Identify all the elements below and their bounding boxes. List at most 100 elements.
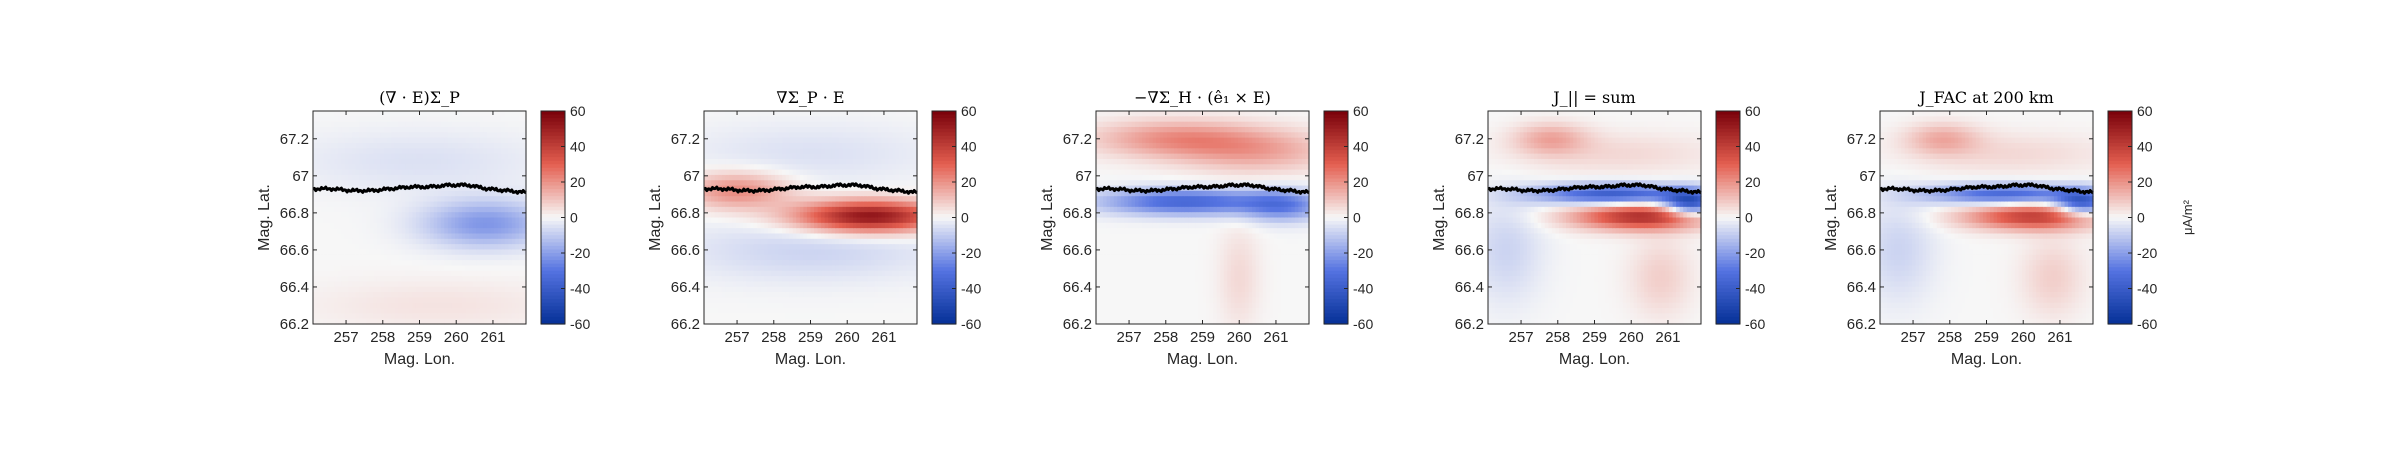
heatmap-cell [792, 196, 797, 203]
heatmap-cell [344, 111, 350, 117]
heatmap-cell [867, 318, 872, 325]
heatmap-cell [387, 297, 392, 304]
heatmap-cell [874, 116, 879, 123]
heatmap-cell [860, 244, 865, 251]
heatmap-cell [458, 121, 463, 128]
heatmap-cell [398, 228, 403, 235]
heatmap-cell [846, 212, 851, 219]
heatmap-cell [497, 238, 502, 245]
heatmap-cell [846, 228, 851, 235]
heatmap-cell [849, 132, 854, 139]
heatmap-cell [362, 206, 367, 213]
heatmap-cell [789, 292, 794, 298]
heatmap-cell [771, 212, 776, 219]
heatmap-cell [472, 238, 477, 245]
colorbar-segment [932, 139, 956, 144]
heatmap-cell [369, 292, 374, 298]
heatmap-cell [838, 111, 844, 117]
heatmap-cell [732, 238, 737, 245]
heatmap-cell [437, 121, 442, 128]
heatmap-cell [810, 158, 815, 165]
heatmap-cell [483, 233, 488, 240]
heatmap-cell [479, 270, 484, 277]
heatmap-cell [828, 281, 833, 288]
heatmap-cell [458, 238, 463, 245]
heatmap-cell [767, 238, 773, 245]
heatmap-cell [384, 217, 389, 224]
heatmap-cell [451, 158, 456, 165]
heatmap-cell [892, 158, 897, 165]
heatmap-cell [828, 116, 833, 123]
heatmap-cell [828, 169, 833, 176]
heatmap-cell [888, 169, 893, 176]
heatmap-cell [320, 137, 325, 144]
heatmap-cell [782, 212, 787, 219]
heatmap-cell [771, 148, 776, 155]
heatmap-cell [483, 244, 488, 251]
heatmap-cell [373, 169, 378, 176]
heatmap-cell [398, 190, 403, 197]
heatmap-cell [479, 121, 484, 128]
heatmap-cell [348, 190, 353, 197]
heatmap-cell [313, 169, 318, 176]
heatmap-cell [387, 153, 392, 160]
heatmap-cell [341, 302, 346, 309]
heatmap-cell [387, 164, 392, 171]
heatmap-cell [376, 292, 382, 298]
heatmap-cell [789, 265, 794, 272]
heatmap-cell [821, 185, 826, 192]
heatmap-cell [472, 201, 477, 208]
heatmap-cell [856, 244, 861, 251]
heatmap-cell [728, 297, 733, 304]
heatmap-cell [398, 153, 403, 160]
heatmap-cell [508, 212, 513, 219]
heatmap-cell [732, 180, 737, 187]
heatmap-cell [782, 313, 787, 320]
heatmap-cell [764, 244, 769, 251]
heatmap-cell [725, 318, 730, 325]
heatmap-cell [863, 244, 868, 251]
heatmap-cell [892, 180, 897, 187]
heatmap-cell [803, 318, 808, 325]
heatmap-cell [426, 297, 431, 304]
heatmap-cell [849, 116, 854, 123]
heatmap-cell [853, 281, 858, 288]
heatmap-cell [782, 174, 787, 181]
heatmap-cell [479, 132, 484, 139]
heatmap-cell [384, 132, 389, 139]
heatmap-cell [320, 286, 325, 293]
heatmap-cell [906, 212, 911, 219]
heatmap-cell [334, 142, 339, 149]
heatmap-cell [394, 292, 399, 298]
heatmap-cell [447, 318, 453, 325]
heatmap-cell [721, 222, 726, 229]
heatmap-cell [739, 244, 744, 251]
heatmap-cell [814, 111, 819, 117]
heatmap-cell [352, 180, 357, 187]
heatmap-cell [341, 158, 346, 165]
heatmap-cell [803, 260, 808, 267]
heatmap-cell [486, 142, 492, 149]
heatmap-cell [860, 276, 865, 282]
heatmap-cell [838, 281, 844, 288]
heatmap-cell [707, 111, 712, 117]
heatmap-cell [337, 233, 342, 240]
heatmap-cell [877, 169, 883, 176]
heatmap-cell [327, 270, 332, 277]
heatmap-cell [885, 302, 890, 309]
heatmap-cell [394, 142, 399, 149]
x-tick-label: 258 [761, 329, 786, 346]
heatmap-cell [771, 132, 776, 139]
heatmap-cell [522, 190, 527, 197]
heatmap-cell [870, 126, 875, 133]
heatmap-cell [856, 137, 861, 144]
heatmap-cell [465, 233, 470, 240]
heatmap-cell [433, 158, 438, 165]
heatmap-cell [497, 281, 502, 288]
heatmap-cell [760, 132, 765, 139]
heatmap-cell [753, 313, 758, 320]
heatmap-cell [469, 111, 474, 117]
heatmap-cell [313, 190, 318, 197]
heatmap-cell [373, 222, 378, 229]
heatmap-cell [437, 217, 442, 224]
